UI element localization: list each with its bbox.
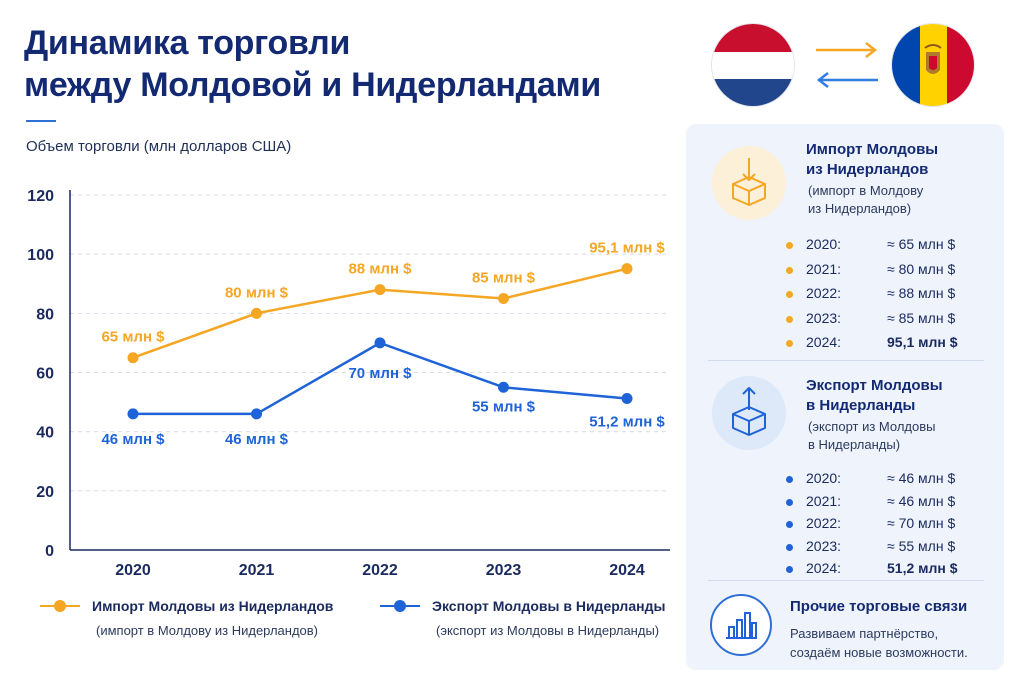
data-point (498, 293, 509, 305)
data-label: 88 млн $ (348, 261, 412, 278)
data-point (621, 393, 633, 405)
flags-exchange (712, 24, 980, 106)
bar-chart-icon (710, 594, 772, 656)
data-label: 95,1 млн $ (589, 240, 665, 257)
data-label: 80 млн $ (225, 284, 289, 301)
data-label: 46 млн $ (101, 431, 165, 448)
legend-export-label: Экспорт Молдовы в Нидерланды (432, 598, 666, 614)
list-item: 2021: ≈ 80 млн $ (786, 261, 996, 286)
section-divider (708, 360, 984, 361)
list-item: 2023: ≈ 85 млн $ (786, 310, 996, 335)
x-tick-label: 2020 (115, 562, 151, 579)
import-heading: Импорт Молдовы из Нидерландов (806, 141, 939, 178)
list-item: 2022: ≈ 88 млн $ (786, 285, 996, 310)
data-point (251, 307, 262, 319)
import-note: (импорт в Молдову из Нидерландов) (808, 183, 924, 216)
chart-subtitle: Объем торговли (млн долларов США) (26, 138, 292, 155)
x-tick-label: 2022 (362, 562, 398, 579)
data-point (127, 408, 139, 420)
legend-export: Экспорт Молдовы в Нидерланды (экспорт из… (380, 598, 665, 638)
moldova-flag-icon (892, 24, 974, 106)
data-point (374, 337, 386, 349)
legend-export-note: (экспорт из Молдовы в Нидерланды) (436, 623, 660, 638)
title-divider (26, 120, 56, 122)
section-divider (708, 580, 984, 581)
other-text: Развиваем партнёрство, создаём новые воз… (790, 626, 968, 660)
y-tick-label: 40 (36, 425, 54, 442)
legend-import-label: Импорт Молдовы из Нидерландов (92, 598, 334, 614)
data-label: 70 млн $ (348, 365, 412, 382)
list-item: 2020: ≈ 46 млн $ (786, 470, 996, 493)
title-line-1: Динамика торговли (24, 24, 351, 62)
y-tick-label: 80 (36, 306, 54, 323)
legend-import-marker (40, 599, 80, 613)
y-tick-label: 120 (27, 188, 54, 205)
export-values-list: 2020: ≈ 46 млн $ 2021: ≈ 46 млн $ 2022: ≈ 7… (786, 470, 996, 583)
title-line-2: между Молдовой и Нидерландами (24, 66, 601, 104)
data-point (251, 408, 262, 420)
list-item: 2023: ≈ 55 млн $ (786, 538, 996, 561)
export-note: (экспорт из Молдовы в Нидерланды) (808, 419, 936, 452)
y-tick-label: 20 (36, 484, 54, 501)
info-panel: Импорт Молдовы из Нидерландов (импорт в … (686, 124, 1004, 670)
data-label: 51,2 млн $ (589, 414, 665, 431)
box-arrow-out-icon (712, 376, 786, 450)
list-item: 2024: 95,1 млн $ (786, 334, 996, 359)
page-title: Динамика торговли между Молдовой и Нидер… (24, 22, 601, 106)
y-tick-label: 0 (45, 543, 54, 560)
data-point (621, 263, 633, 275)
netherlands-flag-icon (712, 24, 794, 106)
data-label: 65 млн $ (101, 329, 165, 346)
data-point (374, 284, 386, 296)
list-item: 2020: ≈ 65 млн $ (786, 236, 996, 261)
export-heading: Экспорт Молдовы в Нидерланды (806, 377, 943, 414)
import-values-list: 2020: ≈ 65 млн $ 2021: ≈ 80 млн $ 2022: ≈ 8… (786, 236, 996, 359)
legend-import: Импорт Молдовы из Нидерландов (импорт в … (40, 598, 333, 638)
legend-import-note: (импорт в Молдову из Нидерландов) (96, 623, 319, 638)
x-tick-label: 2024 (609, 562, 645, 579)
exchange-arrows-icon (816, 42, 878, 88)
list-item: 2024: 51,2 млн $ (786, 560, 996, 583)
data-point (127, 352, 139, 364)
box-arrow-in-icon (712, 146, 786, 220)
x-tick-label: 2023 (486, 562, 522, 579)
data-point (498, 381, 509, 393)
list-item: 2021: ≈ 46 млн $ (786, 493, 996, 516)
x-tick-label: 2021 (239, 562, 275, 579)
list-item: 2022: ≈ 70 млн $ (786, 515, 996, 538)
other-heading: Прочие торговые связи (790, 598, 968, 615)
data-label: 85 млн $ (472, 270, 536, 287)
data-label: 46 млн $ (225, 431, 289, 448)
y-tick-label: 100 (27, 247, 54, 264)
legend-export-marker (380, 599, 420, 613)
y-tick-label: 60 (36, 366, 54, 383)
data-label: 55 млн $ (472, 398, 536, 415)
trade-line-chart: 0 20 40 60 80 100 120 2020 2021 2022 2023 2024 65 мл… (27, 188, 670, 579)
